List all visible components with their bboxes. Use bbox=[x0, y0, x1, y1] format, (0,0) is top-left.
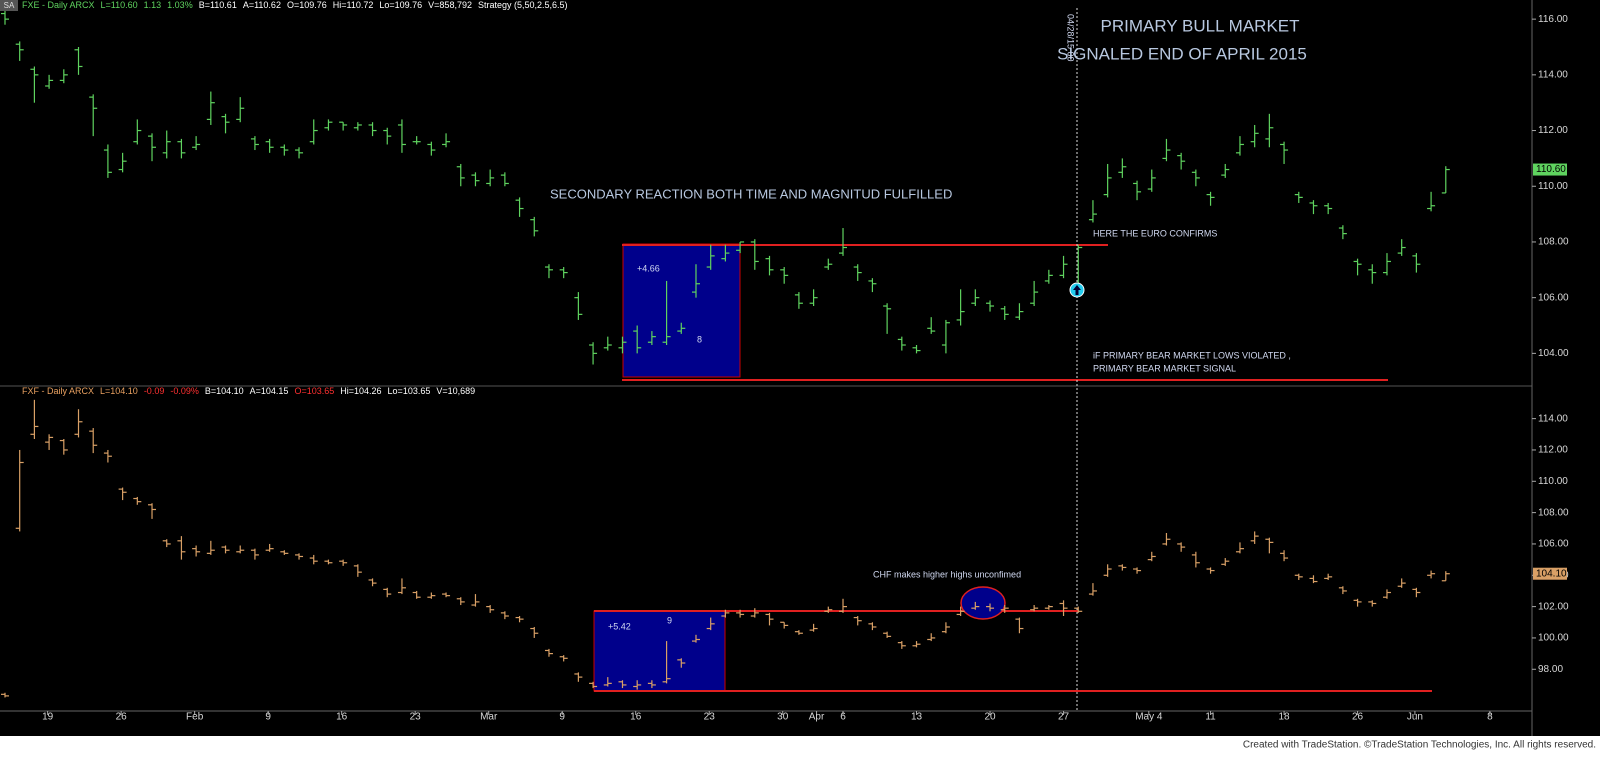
header-item: Hi=110.72 bbox=[333, 0, 374, 10]
highlight-ellipse bbox=[960, 586, 1006, 620]
header-item: O=103.65 bbox=[294, 386, 334, 396]
y-tick-label: 114.00 bbox=[1538, 69, 1568, 80]
y-tick-label: 100.00 bbox=[1538, 633, 1569, 644]
x-tick-label: 19 bbox=[42, 712, 54, 723]
badge: SA bbox=[4, 1, 15, 10]
x-tick-label: 11 bbox=[1205, 712, 1216, 723]
annotation: iF PRIMARY BEAR MARKET LOWS VIOLATED , bbox=[1093, 350, 1291, 360]
y-tick-label: 114.00 bbox=[1538, 413, 1568, 424]
x-tick-label: Feb bbox=[186, 712, 204, 723]
annotation: +5.42 bbox=[608, 621, 631, 631]
signal-arrow bbox=[1073, 285, 1081, 295]
header-item: Hi=104.26 bbox=[340, 386, 381, 396]
x-tick-label: Mar bbox=[480, 712, 498, 723]
panel-header: FXE - Daily ARCX L=110.60 1.13 1.03% B=110.6… bbox=[22, 0, 568, 10]
y-tick-label: 106.00 bbox=[1538, 292, 1569, 303]
x-tick-label: 30 bbox=[777, 712, 789, 723]
annotation-title: PRIMARY BULL MARKET bbox=[1100, 16, 1299, 35]
header-item: 1.13 bbox=[144, 0, 162, 10]
x-tick-label: Apr bbox=[809, 712, 825, 723]
x-tick-label: 8 bbox=[1487, 712, 1493, 723]
x-tick-label: 6 bbox=[840, 712, 846, 723]
y-tick-label: 108.00 bbox=[1538, 507, 1569, 518]
annotation: 9 bbox=[667, 615, 672, 625]
x-tick-label: 27 bbox=[1058, 712, 1070, 723]
annotation: SECONDARY REACTION BOTH TIME AND MAGNITU… bbox=[550, 186, 952, 201]
y-tick-label: 108.00 bbox=[1538, 237, 1569, 248]
annotation: +4.66 bbox=[637, 263, 660, 273]
time-box bbox=[593, 610, 726, 692]
header-item: L=110.60 bbox=[101, 0, 138, 10]
last-price-tag bbox=[1533, 567, 1567, 580]
y-tick-label: 106.00 bbox=[1538, 539, 1569, 550]
y-tick-label: 98.00 bbox=[1538, 664, 1563, 675]
background bbox=[0, 0, 1600, 736]
header-item: 1.03% bbox=[167, 0, 193, 10]
last-price-label: 110.60 bbox=[1536, 164, 1566, 175]
annotation: HERE THE EURO CONFIRMS bbox=[1093, 228, 1217, 238]
y-tick-label: 102.00 bbox=[1538, 601, 1569, 612]
header-item: O=109.76 bbox=[287, 0, 327, 10]
last-price-tag bbox=[1533, 163, 1567, 176]
header-item: Lo=109.76 bbox=[379, 0, 422, 10]
badge-box bbox=[0, 0, 18, 11]
x-tick-label: May 4 bbox=[1135, 712, 1163, 723]
header-item: V=10,689 bbox=[436, 386, 475, 396]
last-price-label: 104.10 bbox=[1536, 568, 1567, 579]
x-tick-label: 26 bbox=[116, 712, 128, 723]
x-tick-label: 16 bbox=[336, 712, 348, 723]
x-tick-label: 9 bbox=[559, 712, 565, 723]
header-item: A=110.62 bbox=[243, 0, 281, 10]
y-tick-label: 104.00 bbox=[1538, 348, 1569, 359]
y-tick-label: 116.00 bbox=[1538, 14, 1568, 25]
panel-header: FXF - Daily ARCX L=104.10 -0.09 -0.09% B=104… bbox=[22, 386, 475, 396]
x-tick-label: 23 bbox=[410, 712, 422, 723]
x-tick-label: 13 bbox=[911, 712, 923, 723]
header-item: L=104.10 bbox=[100, 386, 138, 396]
x-tick-label: 9 bbox=[265, 712, 271, 723]
time-box bbox=[622, 243, 741, 378]
header-item: FXF - Daily ARCX bbox=[22, 386, 94, 396]
signal-date: 04/28/15 00 bbox=[1066, 14, 1076, 62]
x-tick-label: 16 bbox=[630, 712, 642, 723]
x-tick-label: 18 bbox=[1279, 712, 1291, 723]
header-item: -0.09% bbox=[170, 386, 199, 396]
bars bbox=[1, 8, 1450, 698]
header-item: Strategy (5,50,2.5,6.5) bbox=[478, 0, 568, 10]
annotation: PRIMARY BEAR MARKET SIGNAL bbox=[1093, 363, 1236, 373]
header-item: V=858,792 bbox=[428, 0, 472, 10]
x-tick-label: Jun bbox=[1407, 712, 1423, 723]
annotation: 8 bbox=[697, 334, 702, 344]
y-tick-label: 110.00 bbox=[1538, 181, 1568, 192]
y-tick-label: 112.00 bbox=[1538, 125, 1568, 136]
annotation-title: SIGNALED END OF APRIL 2015 bbox=[1057, 44, 1307, 63]
header-item: B=104.10 bbox=[205, 386, 244, 396]
annotation: CHF makes higher highs unconfimed bbox=[873, 569, 1021, 579]
header-item: A=104.15 bbox=[250, 386, 289, 396]
y-tick-label: 110.00 bbox=[1538, 476, 1568, 487]
header-item: FXE - Daily ARCX bbox=[22, 0, 95, 10]
header-item: B=110.61 bbox=[199, 0, 237, 10]
header-item: Lo=103.65 bbox=[388, 386, 431, 396]
header-item: -0.09 bbox=[144, 386, 165, 396]
x-tick-label: 26 bbox=[1352, 712, 1364, 723]
footer: Created with TradeStation. ©TradeStation… bbox=[1243, 740, 1596, 751]
footer-bar bbox=[0, 736, 1600, 765]
y-tick-label: 112.00 bbox=[1538, 445, 1568, 456]
x-tick-label: 23 bbox=[704, 712, 716, 723]
x-tick-label: 20 bbox=[984, 712, 996, 723]
